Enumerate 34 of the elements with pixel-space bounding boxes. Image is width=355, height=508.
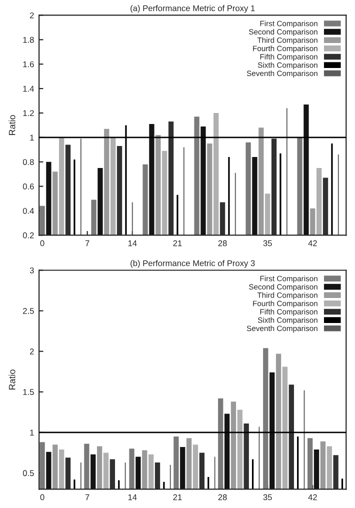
y-axis-title: Ratio: [8, 115, 16, 136]
y-tick-label: 1.5: [23, 389, 34, 395]
y-tick-label: 2: [30, 348, 34, 354]
y-tick-label: 3: [30, 267, 34, 274]
y-tick-label: 1.6: [23, 61, 34, 68]
x-tick-label: 42: [308, 240, 317, 246]
x-tick-label: 21: [173, 494, 182, 500]
y-tick-label: 1.2: [23, 110, 34, 116]
x-tick-label: 0: [40, 240, 44, 246]
y-tick-label: 2: [30, 12, 34, 18]
y-tick-label: 0.4: [22, 208, 34, 214]
y-tick-label: 0.8: [22, 159, 34, 165]
y-axis-title: Ratio: [8, 370, 16, 390]
chart-title: (b) Performance Metric of Proxy 3: [130, 260, 255, 268]
y-tick-label: 1: [30, 134, 34, 140]
x-tick-label: 28: [218, 240, 227, 246]
x-tick-label: 7: [85, 240, 90, 246]
x-tick-label: 7: [85, 494, 90, 500]
y-tick-label: 1.8: [23, 36, 34, 43]
y-tick-label: 0.6: [22, 184, 34, 190]
y-tick-label: 1: [30, 430, 34, 436]
x-tick-label: 42: [308, 494, 317, 500]
y-tick-label: 0.2: [22, 232, 34, 238]
x-tick-label: 14: [128, 494, 137, 500]
x-tick-label: 21: [173, 240, 182, 246]
y-tick-label: 0.5: [22, 470, 34, 476]
x-tick-label: 35: [263, 494, 272, 500]
x-tick-label: 35: [263, 240, 272, 246]
x-tick-label: 14: [128, 240, 137, 246]
y-tick-label: 2.5: [23, 308, 34, 314]
x-tick-label: 28: [218, 494, 227, 500]
chart-title: (a) Performance Metric of Proxy 1: [130, 5, 255, 13]
y-tick-label: 1.4: [23, 86, 34, 92]
x-tick-label: 0: [40, 494, 44, 500]
